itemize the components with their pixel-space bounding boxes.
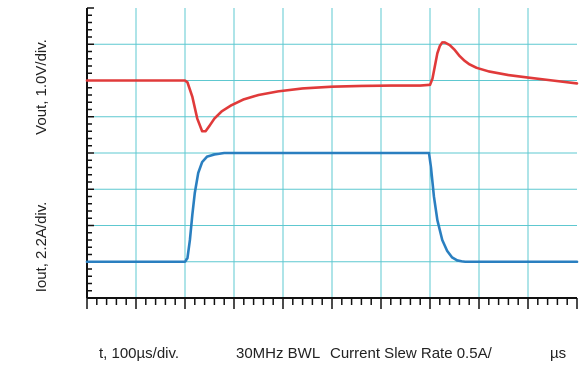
vout-ylabel: Vout, 1.0V/div.: [33, 39, 50, 135]
iout-trace: [85, 151, 579, 264]
minor-ticks: [86, 7, 578, 309]
bandwidth-limit-label: 30MHz BWL: [236, 345, 321, 362]
slew-rate-unit-label: µs: [550, 345, 567, 362]
vout-trace: [85, 41, 579, 133]
iout-ylabel: Iout, 2.2A/div.: [33, 202, 50, 293]
footer: t, 100µs/div. 30MHz BWL Current Slew Rat…: [0, 345, 586, 367]
slew-rate-label: Current Slew Rate 0.5A/: [330, 345, 492, 362]
timebase-label: t, 100µs/div.: [99, 345, 180, 362]
